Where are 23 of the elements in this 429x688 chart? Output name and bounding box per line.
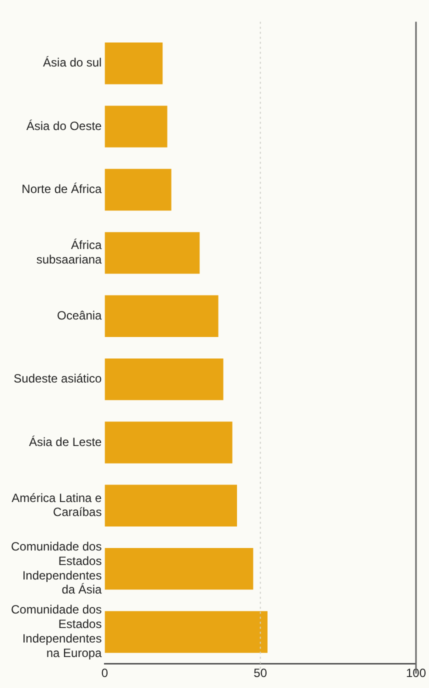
x-tick-label: 100 [406, 666, 426, 680]
bar [104, 358, 224, 400]
bar [104, 548, 254, 590]
y-tick-label: Norte de África [22, 182, 102, 196]
y-tick-label: Comunidade dos Estados Independentes na Europa [10, 602, 102, 660]
y-tick-label: Ásia de Leste [29, 434, 102, 449]
bar [104, 168, 172, 211]
y-tick-label: Comunidade dos Estados Independentes da Ásia [10, 540, 102, 597]
y-tick-label: Ásia do Oeste [26, 118, 102, 133]
y-tick-label: Sudeste asiático [14, 372, 102, 386]
bar [104, 295, 218, 337]
y-tick-label: Oceânia [57, 308, 102, 322]
y-tick-label: América Latina e Caraíbas [12, 490, 102, 520]
bar [104, 106, 168, 148]
y-tick-label: África subsaariana [36, 238, 102, 266]
x-tick-label: 50 [254, 666, 268, 680]
bar [104, 42, 163, 84]
bar [104, 484, 238, 526]
x-tick-label: 0 [101, 666, 108, 680]
bar [104, 232, 200, 274]
bar [104, 611, 268, 653]
bar [104, 422, 232, 464]
y-tick-label: Ásia do sul [43, 56, 102, 70]
